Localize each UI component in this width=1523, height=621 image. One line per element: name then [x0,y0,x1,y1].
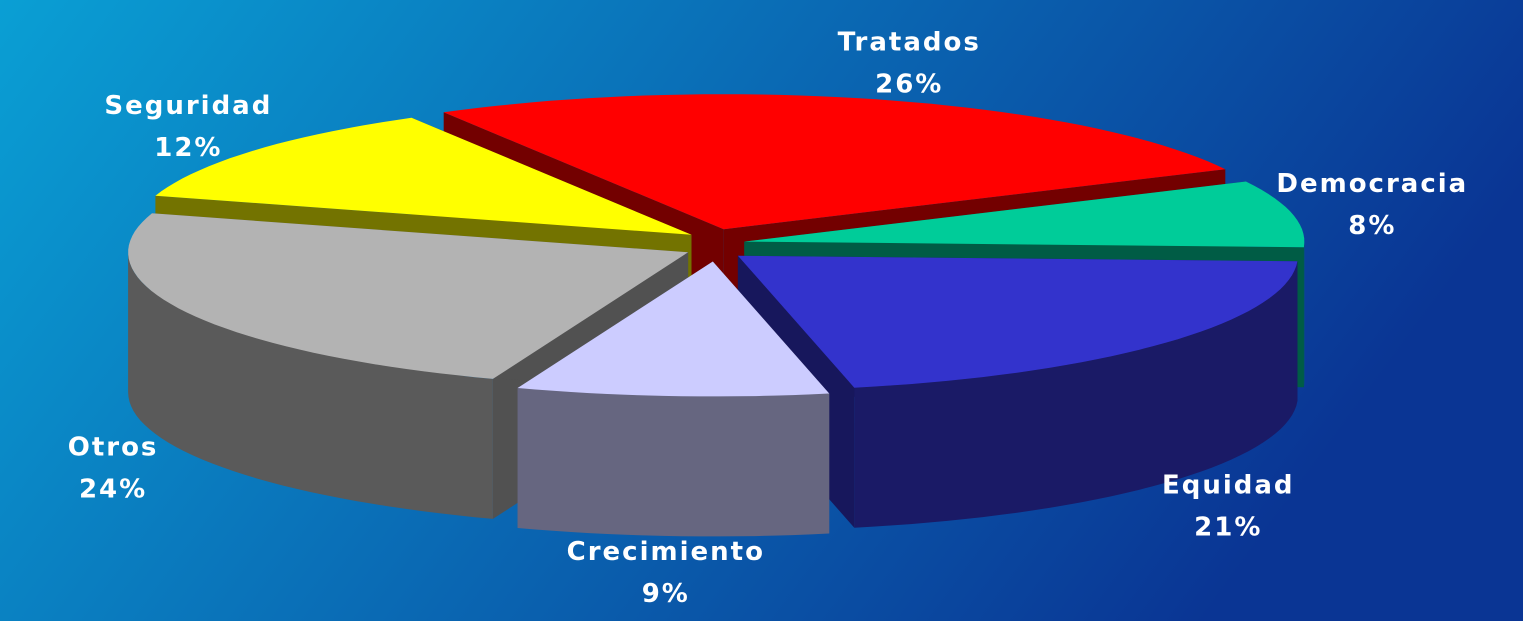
slice [155,117,692,235]
slice-value-label: 21% [1194,512,1262,542]
slice [517,261,830,397]
slice-value-label: 8% [1348,211,1396,241]
slice [737,255,1298,388]
slice [443,94,1226,230]
slice-value-label: 12% [154,133,222,163]
slice-label: Seguridad [104,91,272,121]
slice-wall [128,252,493,519]
slice-value-label: 24% [79,475,147,505]
slice-wall [517,388,830,537]
slice-label: Democracia [1276,169,1468,199]
slice-label: Otros [68,433,159,463]
slice [128,213,689,379]
slice-value-label: 9% [642,579,690,609]
slice [744,181,1305,248]
slice-wall [854,261,1298,528]
slice-label: Tratados [838,28,981,58]
slice-label: Equidad [1162,470,1295,500]
slice-label: Crecimiento [567,537,765,567]
slice-value-label: 26% [875,70,943,100]
